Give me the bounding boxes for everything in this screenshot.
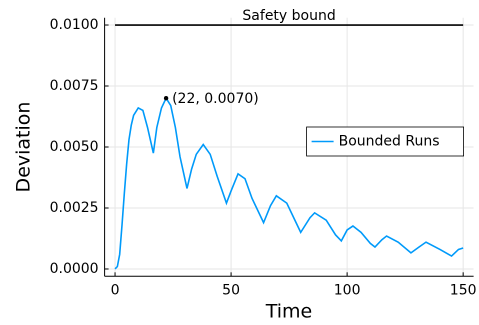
data-line (114, 96, 464, 270)
legend: Bounded Runs (306, 126, 465, 157)
x-tick-label: 50 (222, 282, 240, 298)
y-tick-label: 0.0075 (50, 78, 99, 94)
x-tick-label: 100 (334, 282, 361, 298)
y-tick-label: 0.0050 (50, 139, 99, 155)
x-axis-label: Time (265, 301, 313, 323)
x-tick-label: 150 (450, 282, 477, 298)
x-tick-label: 0 (111, 282, 120, 298)
legend-label: Bounded Runs (339, 134, 440, 150)
safety-bound-label: Safety bound (242, 8, 335, 24)
y-tick-label: 0.0000 (50, 261, 99, 277)
annotation-point (163, 96, 169, 101)
annotation-label: (22, 0.0070) (172, 91, 259, 107)
y-tick-label: 0.0025 (50, 200, 99, 216)
y-tick-label: 0.0100 (50, 17, 99, 33)
y-axis-label: Deviation (13, 102, 35, 193)
